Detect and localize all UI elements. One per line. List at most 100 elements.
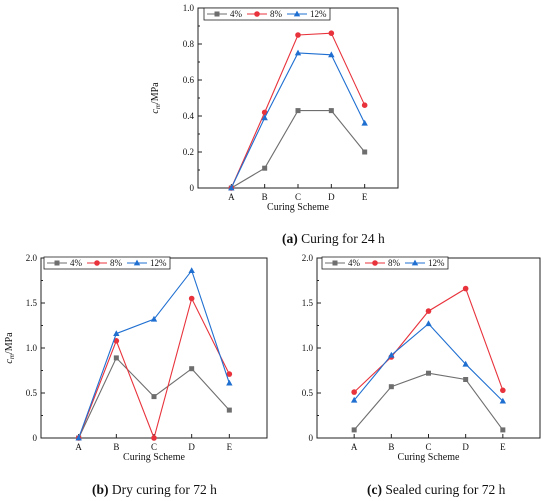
x-tick-label: A: [75, 442, 82, 452]
x-tick-label: A: [228, 192, 235, 202]
y-tick-label: 1.0: [26, 343, 38, 353]
marker-circle: [261, 109, 268, 116]
marker-circle: [372, 260, 378, 266]
x-tick-label: C: [295, 192, 301, 202]
legend-label: 4%: [70, 258, 83, 268]
marker-circle: [113, 338, 120, 344]
y-tick-label: 0.6: [183, 75, 195, 85]
chart-2: 0 0.5 1.0 1.5 2.0 A B C D E Curing Scheme cm/MPa 4% 8…: [4, 253, 268, 497]
series-line: [353, 372, 504, 431]
x-tick-label: E: [362, 192, 368, 202]
y-tick-label: 0.5: [302, 388, 314, 398]
y-axis-label-main: c: [4, 359, 15, 364]
caption-text: Curing for 24 h: [298, 231, 385, 246]
legend-label: 8%: [388, 258, 401, 268]
chart-caption: (c) Sealed curing for 72 h: [367, 482, 506, 497]
series-1: [351, 370, 506, 433]
series-3: [350, 320, 507, 404]
y-tick-label: 0.8: [183, 39, 195, 49]
marker-triangle: [411, 259, 419, 266]
marker-triangle: [226, 379, 233, 386]
y-axis-label-main: c: [150, 109, 161, 114]
marker-triangle: [113, 330, 120, 336]
series-line: [353, 287, 504, 393]
y-tick-label: 1.0: [302, 343, 314, 353]
y-axis-label: cm/MPa: [150, 82, 162, 114]
legend-label: 8%: [110, 258, 123, 268]
y-tick-label: 0.5: [26, 388, 38, 398]
y-tick-label: 1.5: [302, 298, 314, 308]
marker-square: [295, 108, 301, 114]
caption-letter: (b): [92, 482, 109, 497]
marker-circle: [151, 435, 157, 441]
chart-caption: (a) Curing for 24 h: [282, 231, 385, 246]
x-tick-label: E: [500, 442, 506, 452]
y-tick-label: 0: [33, 433, 38, 443]
plot-frame: [316, 257, 541, 439]
marker-circle: [328, 30, 335, 36]
y-tick-label: 2.0: [26, 253, 38, 263]
series-line: [78, 269, 230, 439]
caption-letter: (a): [282, 231, 298, 246]
marker-triangle: [350, 396, 358, 403]
marker-triangle: [150, 315, 158, 322]
marker-circle: [361, 102, 368, 108]
marker-square: [113, 355, 119, 361]
series-2: [351, 285, 506, 395]
marker-square: [351, 427, 357, 433]
marker-circle: [500, 387, 506, 394]
marker-circle: [462, 285, 469, 292]
legend-label: 12%: [428, 258, 445, 268]
marker-triangle: [188, 267, 195, 273]
legend: 4% 8% 12%: [43, 256, 171, 270]
marker-square: [500, 427, 506, 433]
marker-triangle: [293, 10, 301, 17]
x-tick-label: D: [462, 442, 469, 452]
marker-triangle: [499, 397, 507, 404]
plot-frame: [40, 257, 268, 439]
marker-circle: [254, 11, 260, 17]
marker-triangle: [328, 51, 335, 58]
marker-triangle: [388, 351, 395, 358]
x-tick-label: D: [188, 442, 195, 452]
y-axis-label-sub: m: [154, 104, 162, 109]
x-tick-label: A: [351, 442, 358, 452]
legend: 4% 8% 12%: [321, 256, 449, 270]
series-2: [75, 295, 233, 441]
series-line: [230, 52, 366, 189]
caption-letter: (c): [367, 482, 382, 497]
marker-triangle: [228, 184, 235, 191]
y-tick-label: 1.5: [26, 298, 38, 308]
x-tick-label: D: [328, 192, 335, 202]
y-tick-label: 2.0: [302, 253, 314, 263]
marker-square: [332, 260, 338, 266]
chart-caption: (b) Dry curing for 72 h: [92, 482, 217, 497]
caption-text: Sealed curing for 72 h: [382, 482, 506, 497]
x-tick-label: C: [151, 442, 157, 452]
marker-triangle: [75, 434, 82, 441]
marker-triangle: [425, 320, 432, 327]
marker-triangle: [462, 360, 469, 367]
x-tick-label: B: [113, 442, 119, 452]
series-line: [231, 110, 366, 189]
x-axis-label: Curing Scheme: [123, 452, 185, 463]
caption-text: Dry curing for 72 h: [109, 482, 218, 497]
series-line: [353, 322, 504, 402]
marker-square: [226, 407, 232, 413]
legend-label: 4%: [230, 9, 243, 19]
y-tick-label: 0: [309, 433, 314, 443]
x-axis-label: Curing Scheme: [267, 202, 329, 213]
marker-square: [54, 260, 60, 266]
series-1: [76, 355, 232, 441]
y-tick-label: 0: [190, 183, 195, 193]
y-axis-label: cm/MPa: [4, 332, 16, 364]
marker-triangle: [294, 49, 302, 56]
x-tick-label: C: [425, 442, 431, 452]
marker-triangle: [133, 259, 141, 266]
marker-square: [151, 394, 157, 400]
legend-label: 8%: [270, 9, 283, 19]
y-tick-label: 1.0: [183, 3, 195, 13]
marker-square: [262, 165, 268, 171]
y-tick-label: 0.2: [183, 147, 194, 157]
